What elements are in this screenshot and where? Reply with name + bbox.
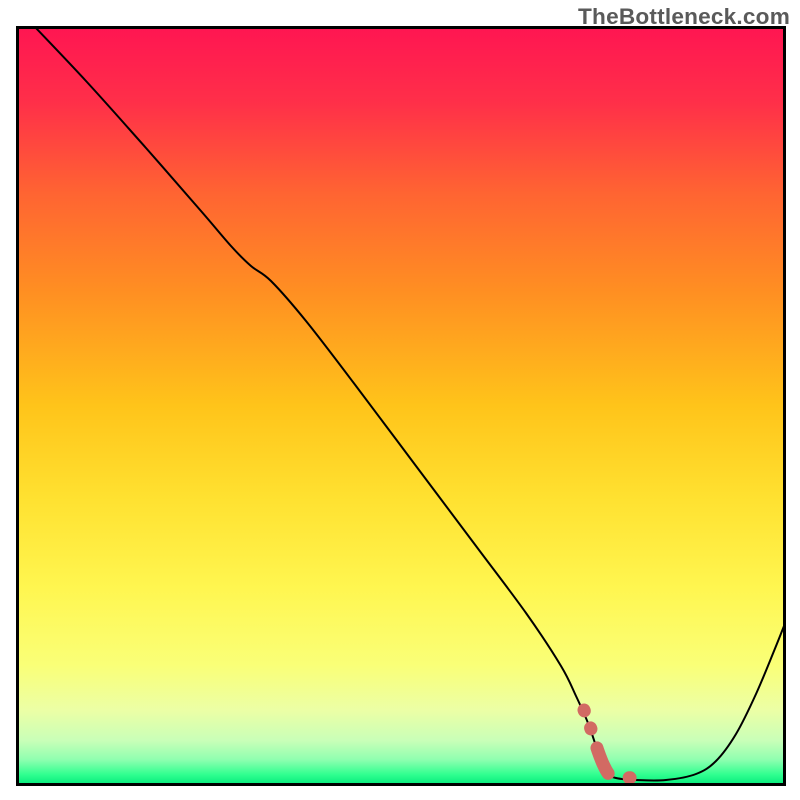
curve-layer xyxy=(16,26,786,786)
optimal-zone-marker xyxy=(584,710,696,778)
chart-container: TheBottleneck.com xyxy=(0,0,800,800)
bottleneck-curve xyxy=(34,26,786,781)
plot-frame xyxy=(16,26,786,786)
